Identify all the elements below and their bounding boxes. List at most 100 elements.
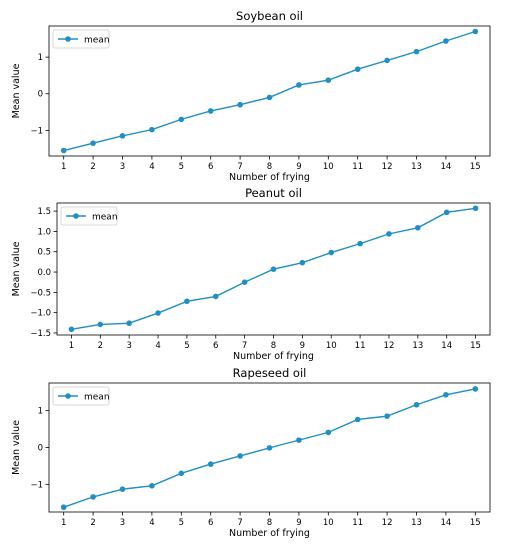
x-tick-label: 2 <box>90 518 95 528</box>
x-tick-label: 5 <box>184 341 189 351</box>
y-tick-label: 1.5 <box>37 207 51 217</box>
legend-label: mean <box>84 393 110 403</box>
x-tick-label: 14 <box>441 341 452 351</box>
data-point <box>60 147 67 154</box>
legend-marker <box>65 36 71 42</box>
data-point <box>178 470 185 477</box>
y-tick-label: −1.5 <box>30 329 51 339</box>
x-tick-label: 6 <box>213 341 218 351</box>
series-line-mean <box>63 30 476 152</box>
x-axis-label: Number of frying <box>233 351 314 362</box>
data-point <box>212 293 219 300</box>
data-point <box>266 94 273 101</box>
data-point <box>270 266 277 273</box>
y-tick-label: −1 <box>30 480 43 490</box>
legend-box <box>52 29 110 49</box>
x-tick-label: 11 <box>352 162 363 172</box>
x-tick-label: 9 <box>296 518 301 528</box>
data-point <box>413 401 420 408</box>
y-tick-label: 0.0 <box>37 268 51 278</box>
x-tick-label: 15 <box>470 162 481 172</box>
x-tick-label: 12 <box>382 162 393 172</box>
x-tick-label: 15 <box>470 341 481 351</box>
x-axis-label: Number of frying <box>229 528 310 539</box>
x-tick-label: 6 <box>208 162 213 172</box>
data-point <box>97 321 104 328</box>
x-tick-label: 2 <box>98 341 103 351</box>
x-tick-label: 9 <box>300 341 305 351</box>
data-point <box>90 140 96 146</box>
data-point <box>443 391 449 398</box>
legend-marker <box>73 213 79 219</box>
data-point <box>60 504 67 511</box>
x-tick-label: 11 <box>355 341 366 351</box>
data-point <box>386 231 392 237</box>
data-point <box>325 429 332 436</box>
data-point <box>472 386 479 392</box>
y-tick-label: 0.5 <box>37 248 51 258</box>
x-tick-label: 11 <box>352 518 363 528</box>
plot-frame <box>48 25 491 157</box>
data-point <box>384 57 390 64</box>
data-point <box>472 28 479 35</box>
y-tick-label: 0 <box>38 444 43 454</box>
x-tick-label: 4 <box>155 341 160 351</box>
legend-label: mean <box>92 213 118 223</box>
x-tick-label: 6 <box>208 518 213 528</box>
y-tick-label: 1.0 <box>37 227 51 237</box>
data-point <box>296 82 302 88</box>
x-tick-label: 15 <box>470 518 481 528</box>
data-point <box>237 453 243 459</box>
data-point <box>384 413 390 419</box>
y-tick-label: −1.0 <box>30 309 51 319</box>
y-axis-label: Mean value <box>11 63 22 118</box>
y-tick-label: −1 <box>30 126 43 136</box>
x-tick-label: 4 <box>149 518 154 528</box>
data-point <box>237 101 243 108</box>
x-tick-label: 8 <box>271 341 276 351</box>
x-tick-label: 8 <box>267 162 272 172</box>
data-point <box>184 298 190 305</box>
data-point <box>328 249 335 256</box>
data-point <box>178 116 185 123</box>
y-tick-label: 1 <box>38 53 43 63</box>
data-point <box>354 66 361 73</box>
data-point <box>149 483 155 489</box>
x-tick-label: 4 <box>149 162 154 172</box>
y-tick-label: 0 <box>38 90 43 100</box>
plot-frame <box>56 202 491 336</box>
x-tick-label: 3 <box>120 518 125 528</box>
data-point <box>149 126 155 133</box>
x-tick-label: 5 <box>179 518 184 528</box>
legend-box <box>52 386 110 406</box>
data-point <box>354 416 361 423</box>
x-tick-label: 9 <box>296 162 301 172</box>
x-tick-label: 3 <box>120 162 125 172</box>
data-point <box>155 310 161 316</box>
data-point <box>68 326 75 333</box>
x-tick-label: 8 <box>267 518 272 528</box>
y-axis-label: Mean value <box>11 420 22 475</box>
x-tick-label: 1 <box>61 518 66 528</box>
chart-title: Rapeseed oil <box>233 366 307 380</box>
data-point <box>472 205 479 212</box>
chart-title: Peanut oil <box>245 186 302 200</box>
data-point <box>119 133 126 139</box>
x-tick-label: 2 <box>90 162 95 172</box>
data-point <box>415 224 421 231</box>
data-point <box>90 494 96 500</box>
x-tick-label: 3 <box>126 341 131 351</box>
x-axis-label: Number of frying <box>229 172 310 183</box>
chart-title: Soybean oil <box>236 9 303 23</box>
x-tick-label: 7 <box>237 162 242 172</box>
data-point <box>443 38 449 44</box>
x-tick-label: 7 <box>242 341 247 351</box>
x-tick-label: 13 <box>411 518 422 528</box>
plot-frame <box>48 382 491 513</box>
x-tick-label: 5 <box>179 162 184 172</box>
data-point <box>443 209 450 216</box>
data-point <box>296 437 302 443</box>
data-point <box>413 48 420 55</box>
